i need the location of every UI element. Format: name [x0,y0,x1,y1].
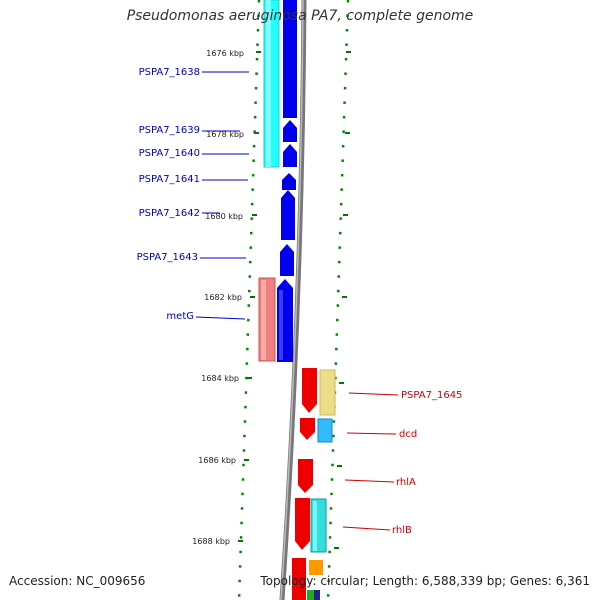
cds-1643[interactable] [280,244,294,276]
kbp-label: 1684 kbp [201,374,239,383]
topology-text: Topology: circular; Length: 6,588,339 bp… [260,574,590,588]
kbp-label: 1676 kbp [206,49,244,58]
green-feature [307,590,314,600]
dotted-track-left [237,0,261,600]
cds-1638[interactable] [283,0,297,118]
red-feature-bottom [292,558,306,600]
kbp-label: 1682 kbp [204,293,242,302]
gene-label[interactable]: dcd [399,429,417,440]
gene-label[interactable]: rhlA [396,477,416,488]
gene-label[interactable]: rhlB [392,525,412,536]
gene-label[interactable]: PSPA7_1639 [139,125,200,136]
gene-labels-forward: PSPA7_1638 PSPA7_1639 PSPA7_1640 PSPA7_1… [137,67,200,322]
gene-label[interactable]: PSPA7_1641 [139,174,200,185]
reverse-cds-track [292,368,336,600]
kbp-label: 1688 kbp [192,537,230,546]
cds-1642[interactable] [281,190,295,240]
gene-label[interactable]: PSPA7_1638 [139,67,200,78]
genome-backbone [279,0,307,600]
kbp-ticks [238,51,351,549]
kbp-labels: 1676 kbp 1678 kbp 1680 kbp 1682 kbp 1684… [192,49,244,546]
kbp-label: 1678 kbp [206,130,244,139]
cds-dcd[interactable] [300,418,315,440]
dotted-track-right [326,0,350,600]
cds-rhlB[interactable] [295,498,310,550]
gene-label[interactable]: PSPA7_1640 [139,148,200,159]
kbp-label: 1686 kbp [198,456,236,465]
cds-1640[interactable] [283,144,297,167]
gene-label[interactable]: PSPA7_1642 [139,208,200,219]
cds-1639[interactable] [283,120,297,142]
gene-label[interactable]: metG [166,311,194,322]
label-leaders [195,71,399,531]
khaki-feature [319,369,336,416]
cds-rhlA[interactable] [298,459,313,493]
cds-1641[interactable] [282,173,296,190]
navy-feature [314,590,320,600]
kbp-label: 1680 kbp [205,212,243,221]
accession-text: Accession: NC_009656 [9,574,146,588]
orange-feature [309,560,323,575]
gene-labels-reverse: PSPA7_1645 dcd rhlA rhlB [392,390,462,536]
sky-feature [317,418,333,443]
gene-label[interactable]: PSPA7_1643 [137,252,198,263]
forward-cds-track [258,0,297,362]
cds-1645[interactable] [302,368,317,413]
genome-title: Pseudomonas aeruginosa PA7, complete gen… [126,8,474,24]
gene-label[interactable]: PSPA7_1645 [401,390,462,401]
